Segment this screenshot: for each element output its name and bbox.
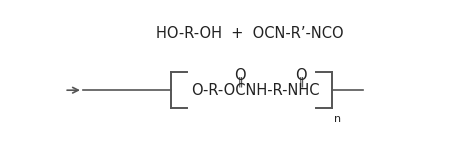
Text: O: O: [234, 68, 245, 83]
Text: O-R-OCNH-R-NHC: O-R-OCNH-R-NHC: [191, 83, 319, 98]
Text: HO-R-OH  +  OCN-R’-NCO: HO-R-OH + OCN-R’-NCO: [156, 26, 343, 41]
Text: ‖: ‖: [298, 77, 303, 87]
Text: n: n: [333, 114, 341, 124]
Text: O: O: [295, 68, 306, 83]
Text: ‖: ‖: [237, 77, 242, 87]
